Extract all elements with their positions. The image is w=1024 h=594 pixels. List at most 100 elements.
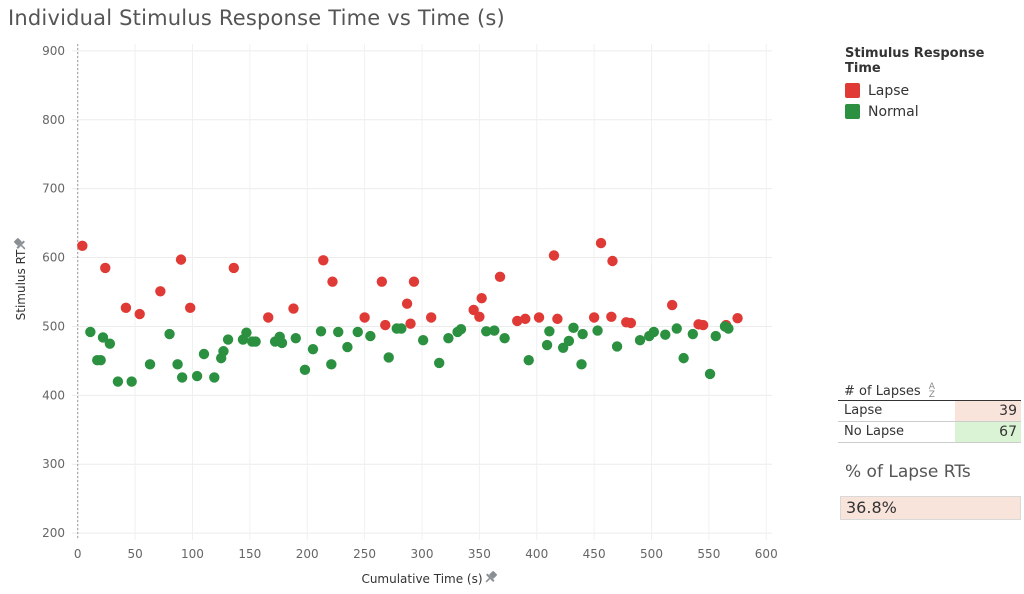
normal-data-point[interactable]: [489, 325, 500, 336]
lapse-data-point[interactable]: [468, 304, 479, 316]
normal-data-point[interactable]: [611, 341, 623, 352]
lapse-data-point[interactable]: [474, 311, 485, 322]
normal-data-point[interactable]: [191, 370, 203, 382]
lapse-data-point[interactable]: [606, 311, 617, 322]
lapse-row-label: Lapse: [844, 403, 883, 418]
normal-data-point[interactable]: [126, 376, 137, 387]
normal-data-point[interactable]: [648, 326, 660, 338]
lapse-data-point[interactable]: [77, 240, 88, 252]
lapse-data-point[interactable]: [263, 312, 274, 323]
normal-data-point[interactable]: [523, 355, 534, 366]
normal-data-point[interactable]: [557, 342, 569, 353]
normal-data-point[interactable]: [396, 323, 407, 334]
normal-data-point[interactable]: [687, 328, 699, 340]
lapse-data-point[interactable]: [327, 276, 338, 287]
lapse-data-point[interactable]: [100, 262, 111, 274]
normal-data-point[interactable]: [434, 357, 445, 369]
lapse-data-point[interactable]: [134, 308, 145, 320]
normal-data-point[interactable]: [209, 372, 220, 383]
normal-data-point[interactable]: [307, 343, 319, 355]
lapse-data-point[interactable]: [552, 313, 563, 325]
normal-data-point[interactable]: [723, 323, 734, 334]
normal-data-point[interactable]: [577, 328, 588, 340]
normal-data-point[interactable]: [172, 359, 183, 370]
normal-data-point[interactable]: [563, 335, 575, 347]
lapse-data-point[interactable]: [512, 315, 523, 327]
normal-data-point[interactable]: [176, 372, 188, 383]
lapse-data-point[interactable]: [120, 302, 132, 314]
lapse-data-point[interactable]: [697, 319, 709, 331]
lapse-data-point[interactable]: [595, 237, 607, 249]
normal-data-point[interactable]: [290, 332, 301, 344]
normal-data-point[interactable]: [634, 335, 646, 346]
normal-data-point[interactable]: [671, 323, 682, 334]
lapse-data-point[interactable]: [494, 271, 506, 283]
normal-data-point[interactable]: [299, 364, 311, 376]
lapse-data-point[interactable]: [380, 319, 391, 331]
lapse-data-point[interactable]: [408, 276, 420, 287]
normal-data-point[interactable]: [342, 341, 353, 353]
lapse-data-point[interactable]: [625, 317, 637, 329]
lapse-data-point[interactable]: [548, 250, 560, 261]
normal-data-point[interactable]: [541, 339, 553, 351]
normal-data-point[interactable]: [333, 326, 344, 338]
normal-data-point[interactable]: [315, 326, 327, 337]
lapse-data-point[interactable]: [666, 299, 678, 311]
normal-data-point[interactable]: [383, 352, 394, 363]
normal-data-point[interactable]: [241, 327, 252, 338]
normal-data-point[interactable]: [481, 326, 492, 337]
normal-data-point[interactable]: [352, 326, 363, 338]
lapse-data-point[interactable]: [228, 262, 240, 274]
lapse-data-point[interactable]: [425, 312, 437, 323]
normal-data-point[interactable]: [97, 332, 109, 343]
normal-data-point[interactable]: [112, 376, 124, 387]
lapse-data-point[interactable]: [533, 312, 545, 323]
x-tick-label: 600: [755, 547, 778, 561]
y-axis-pin-icon[interactable]: [12, 236, 28, 252]
lapse-data-point[interactable]: [588, 312, 600, 323]
normal-data-point[interactable]: [544, 326, 555, 337]
normal-data-point[interactable]: [222, 334, 234, 345]
normal-data-point[interactable]: [576, 359, 587, 370]
normal-data-point[interactable]: [710, 330, 721, 342]
legend-title: Stimulus Response Time: [845, 46, 985, 76]
normal-data-point[interactable]: [455, 324, 467, 335]
lapse-data-point[interactable]: [607, 255, 618, 267]
lapse-data-point[interactable]: [184, 302, 196, 314]
normal-data-point[interactable]: [198, 348, 210, 360]
normal-data-point[interactable]: [678, 352, 689, 364]
normal-data-point[interactable]: [443, 332, 454, 344]
normal-data-point[interactable]: [417, 335, 429, 346]
lapse-data-point[interactable]: [376, 276, 388, 287]
normal-data-point[interactable]: [144, 359, 156, 370]
lapse-data-point[interactable]: [155, 286, 166, 297]
normal-data-point[interactable]: [250, 336, 261, 347]
normal-data-point[interactable]: [499, 332, 510, 344]
normal-data-point[interactable]: [568, 322, 579, 334]
lapse-data-point[interactable]: [175, 254, 187, 265]
lapse-data-point[interactable]: [732, 312, 743, 324]
normal-data-point[interactable]: [85, 326, 96, 338]
normal-data-point[interactable]: [164, 328, 175, 340]
x-axis-pin-icon[interactable]: [483, 569, 499, 585]
normal-data-point[interactable]: [326, 359, 337, 370]
lapse-data-point[interactable]: [288, 303, 299, 314]
normal-data-point[interactable]: [365, 330, 376, 342]
normal-data-point[interactable]: [218, 346, 229, 357]
lapse-data-point[interactable]: [401, 298, 413, 309]
lapse-data-point[interactable]: [520, 313, 531, 325]
lapse-data-point[interactable]: [405, 318, 416, 329]
lapse-data-point[interactable]: [476, 293, 487, 304]
normal-data-point[interactable]: [660, 329, 671, 340]
normal-data-point[interactable]: [104, 338, 116, 349]
normal-data-point[interactable]: [95, 355, 106, 366]
normal-data-point[interactable]: [704, 368, 716, 380]
legend-item-normal[interactable]: Normal: [845, 101, 1024, 122]
normal-data-point[interactable]: [592, 325, 603, 336]
lapse-data-point[interactable]: [359, 312, 370, 323]
lapse-data-point[interactable]: [318, 255, 329, 266]
normal-data-point[interactable]: [276, 337, 288, 349]
legend-item-lapse[interactable]: Lapse: [845, 80, 1024, 101]
